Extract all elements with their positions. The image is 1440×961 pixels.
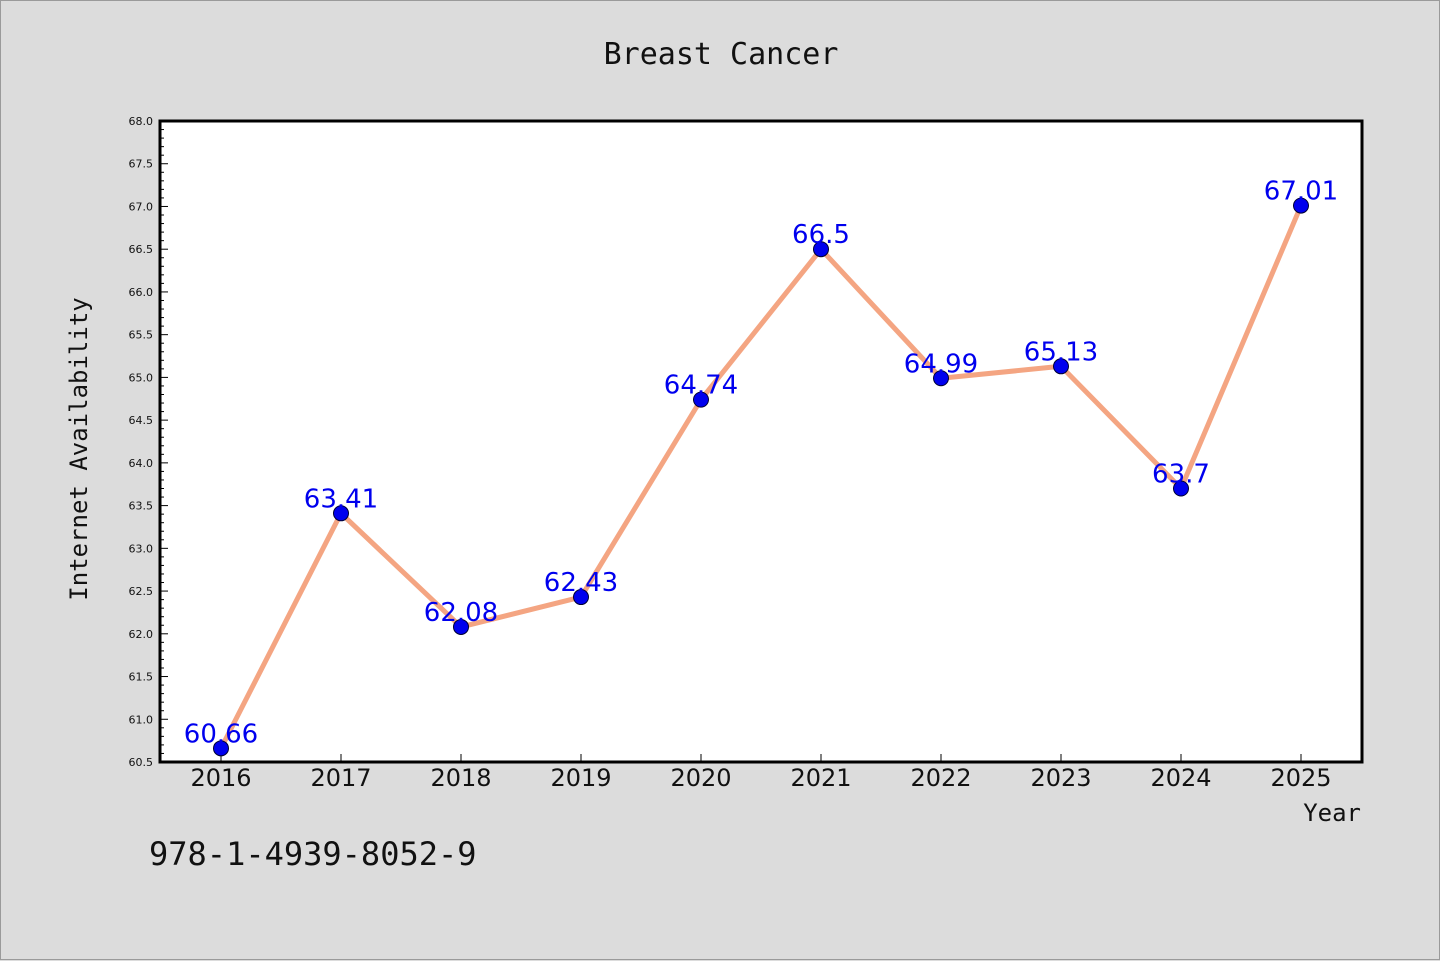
x-axis-label: Year <box>1303 799 1361 827</box>
y-tick-label: 64.5 <box>129 414 154 427</box>
y-tick-label: 63.5 <box>129 500 154 513</box>
series-line <box>218 204 1304 750</box>
data-point <box>933 370 949 387</box>
data-point <box>213 740 229 757</box>
data-point <box>813 241 829 258</box>
x-tick-label: 2020 <box>670 764 731 792</box>
y-tick-label: 65.0 <box>129 371 154 384</box>
chart-title: Breast Cancer <box>604 37 839 72</box>
y-tick-label: 64.0 <box>129 457 154 470</box>
y-tick-label: 61.5 <box>129 671 154 684</box>
data-label: 62.43 <box>544 568 618 598</box>
y-tick-label: 60.5 <box>129 756 154 769</box>
data-label: 63.7 <box>1152 460 1210 490</box>
x-tick-label: 2021 <box>790 764 851 792</box>
data-label: 63.41 <box>304 484 378 514</box>
x-tick-label: 2023 <box>1030 764 1091 792</box>
data-label: 65.13 <box>1024 337 1098 367</box>
x-axis: 2016 2017 2018 2019 2020 2021 2022 2023 2024 2025 <box>190 754 1332 792</box>
y-tick-label: 63.0 <box>129 542 154 555</box>
data-point <box>693 391 709 408</box>
data-point <box>1053 358 1069 375</box>
data-label: 66.5 <box>792 220 850 250</box>
y-tick-label: 66.0 <box>129 286 154 299</box>
x-tick-label: 2016 <box>190 764 251 792</box>
data-label: 67.01 <box>1264 177 1338 207</box>
data-label: 64.74 <box>664 371 738 401</box>
y-tick-label: 67.0 <box>129 200 154 213</box>
x-tick-label: 2017 <box>310 764 371 792</box>
y-axis: 60.5 61.0 61.5 62.0 62.5 63.0 63.5 64.0 64.5 65.0… <box>129 115 168 769</box>
data-label: 64.99 <box>904 349 978 379</box>
y-tick-label: 61.0 <box>129 713 154 726</box>
data-label: 62.08 <box>424 598 498 628</box>
x-tick-label: 2018 <box>430 764 491 792</box>
isbn-text: 978-1-4939-8052-9 <box>149 835 477 873</box>
data-point <box>453 618 469 635</box>
x-tick-label: 2022 <box>910 764 971 792</box>
data-point <box>573 589 589 606</box>
y-tick-label: 67.5 <box>129 158 154 171</box>
series-group: 60.66 63.41 62.08 62.43 64.74 66.5 64.99 65.13 6… <box>184 177 1338 757</box>
data-point <box>1293 197 1309 214</box>
x-tick-label: 2024 <box>1150 764 1211 792</box>
y-tick-label: 62.5 <box>129 585 154 598</box>
data-label: 60.66 <box>184 719 258 749</box>
x-tick-label: 2025 <box>1270 764 1331 792</box>
x-tick-label: 2019 <box>550 764 611 792</box>
data-point <box>333 505 349 522</box>
y-tick-label: 68.0 <box>129 115 154 128</box>
y-axis-label: Internet Availability <box>65 297 93 600</box>
y-tick-label: 65.5 <box>129 329 154 342</box>
plot-area <box>158 119 1364 764</box>
y-tick-label: 62.0 <box>129 628 154 641</box>
y-tick-label: 66.5 <box>129 243 154 256</box>
data-point <box>1173 480 1189 497</box>
